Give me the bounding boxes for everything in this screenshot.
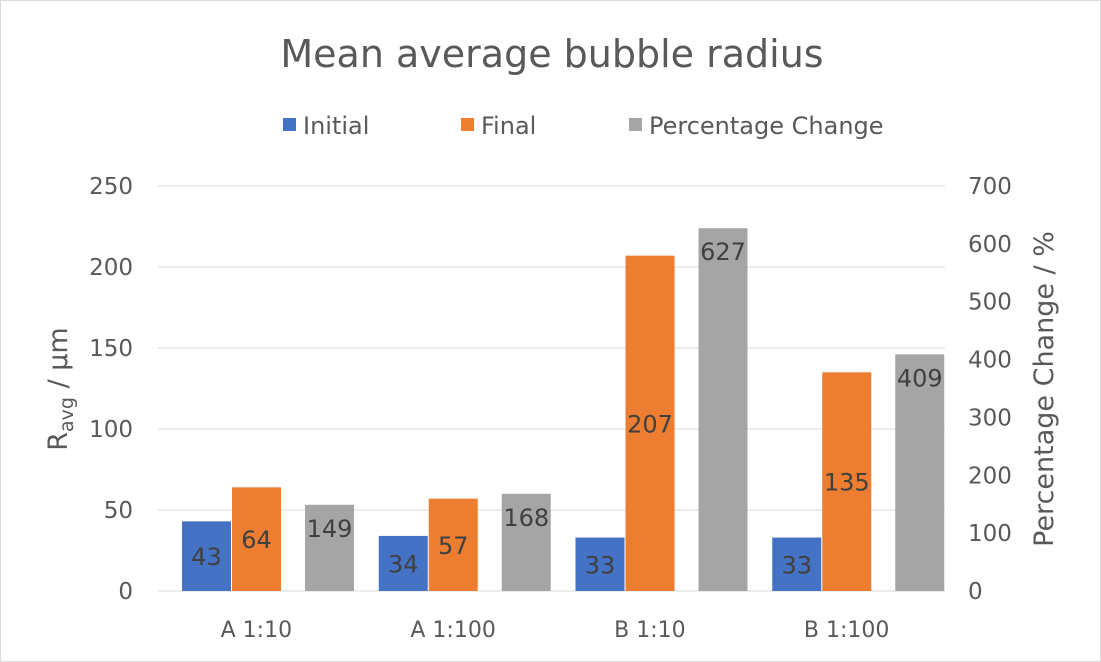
bar-final <box>822 372 872 591</box>
left-tick-label: 250 <box>89 174 133 200</box>
data-label: 149 <box>307 515 353 543</box>
left-tick-label: 0 <box>118 579 133 605</box>
category-label: B 1:100 <box>804 618 890 643</box>
left-tick-label: 50 <box>104 498 133 524</box>
data-label: 168 <box>503 504 549 532</box>
data-label: 43 <box>191 543 222 571</box>
data-label: 33 <box>781 551 812 579</box>
legend-label: Final <box>481 112 536 140</box>
right-tick-label: 500 <box>968 290 1012 316</box>
data-label: 409 <box>897 364 943 392</box>
left-axis-title-subscript: avg <box>56 397 78 432</box>
data-label: 64 <box>241 526 272 554</box>
left-axis-title-main: R <box>43 432 74 451</box>
left-tick-label: 150 <box>89 336 133 362</box>
category-label: A 1:100 <box>410 618 495 643</box>
data-label: 57 <box>438 532 469 560</box>
bar-percentage-change <box>895 354 945 591</box>
right-tick-label: 300 <box>968 405 1012 431</box>
left-axis-title-unit: / µm <box>43 327 74 397</box>
left-tick-label: 200 <box>89 255 133 281</box>
chart-title: Mean average bubble radius <box>280 32 823 76</box>
data-label: 627 <box>700 238 746 266</box>
bar-final <box>232 487 281 591</box>
data-labels: 43 64 149 34 57 168 33 207 627 33 135 409 <box>191 238 942 579</box>
bar-initial <box>378 535 428 591</box>
legend-label: Initial <box>303 112 369 140</box>
right-axis-ticks: 0 100 200 300 400 500 600 700 <box>968 174 1012 605</box>
legend-swatch <box>461 118 474 131</box>
legend-swatch <box>283 118 296 131</box>
right-tick-label: 700 <box>968 174 1012 200</box>
right-axis-title: Percentage Change / % <box>1029 231 1060 547</box>
right-tick-label: 100 <box>968 521 1012 547</box>
bar-initial <box>772 537 822 591</box>
bar-final <box>625 255 675 591</box>
data-label: 135 <box>824 469 870 497</box>
left-axis-ticks: 0 50 100 150 200 250 <box>89 174 133 605</box>
bar-percentage-change <box>698 228 748 591</box>
left-axis-title: Ravg / µm <box>43 327 78 450</box>
bar-initial <box>575 537 625 591</box>
bars <box>182 228 945 591</box>
data-label: 207 <box>627 410 673 438</box>
data-label: 33 <box>585 551 616 579</box>
legend-label: Percentage Change <box>649 112 884 140</box>
category-label: A 1:10 <box>221 618 292 643</box>
bar-initial <box>182 521 231 591</box>
right-tick-label: 400 <box>968 348 1012 374</box>
left-tick-label: 100 <box>89 417 133 443</box>
bar-percentage-change <box>305 504 354 591</box>
category-label: B 1:10 <box>614 618 686 643</box>
right-tick-label: 600 <box>968 232 1012 258</box>
category-labels: A 1:10 A 1:100 B 1:10 B 1:100 <box>221 618 890 643</box>
bar-final <box>428 498 478 591</box>
bar-percentage-change <box>501 493 551 591</box>
right-tick-label: 200 <box>968 463 1012 489</box>
legend-swatch <box>629 118 642 131</box>
right-tick-label: 0 <box>968 579 983 605</box>
legend: Initial Final Percentage Change <box>283 112 884 140</box>
data-label: 34 <box>388 550 419 578</box>
